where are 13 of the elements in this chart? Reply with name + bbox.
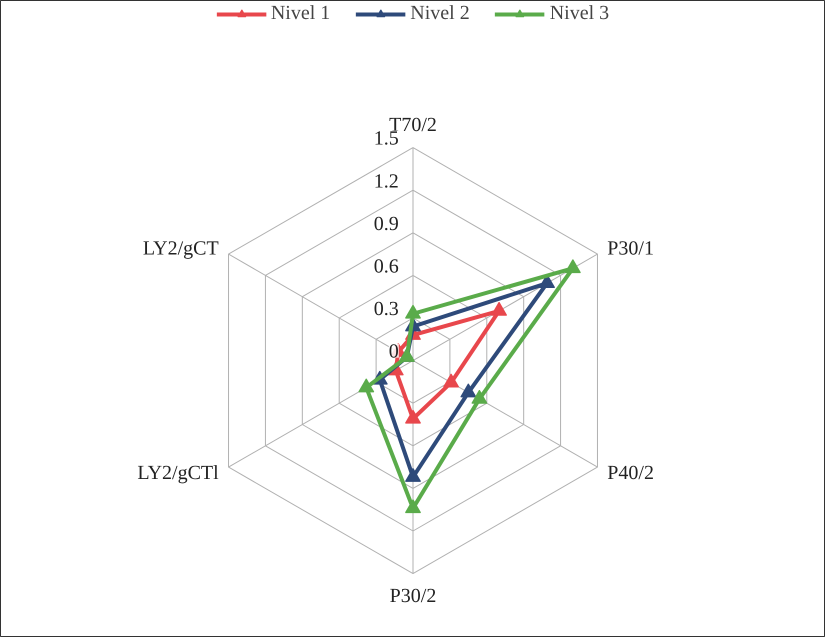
- y-tick-label: 0.3: [374, 298, 399, 320]
- spoke-label: P30/2: [390, 584, 436, 607]
- y-tick-label: 0.9: [374, 212, 399, 235]
- legend-label: Nivel 3: [550, 2, 610, 25]
- legend-label: Nivel 1: [270, 2, 330, 25]
- y-tick-label: 0: [388, 340, 399, 363]
- y-tick-label: 1.2: [374, 170, 399, 192]
- spoke-label: P30/1: [607, 237, 654, 260]
- spoke-label: LY2/gCT: [142, 237, 219, 260]
- y-tick-label: 0.6: [374, 255, 399, 278]
- legend-label: Nivel 2: [410, 2, 470, 25]
- spoke-label: LY2/gCTl: [137, 462, 220, 484]
- spoke-label: P40/2: [607, 462, 654, 484]
